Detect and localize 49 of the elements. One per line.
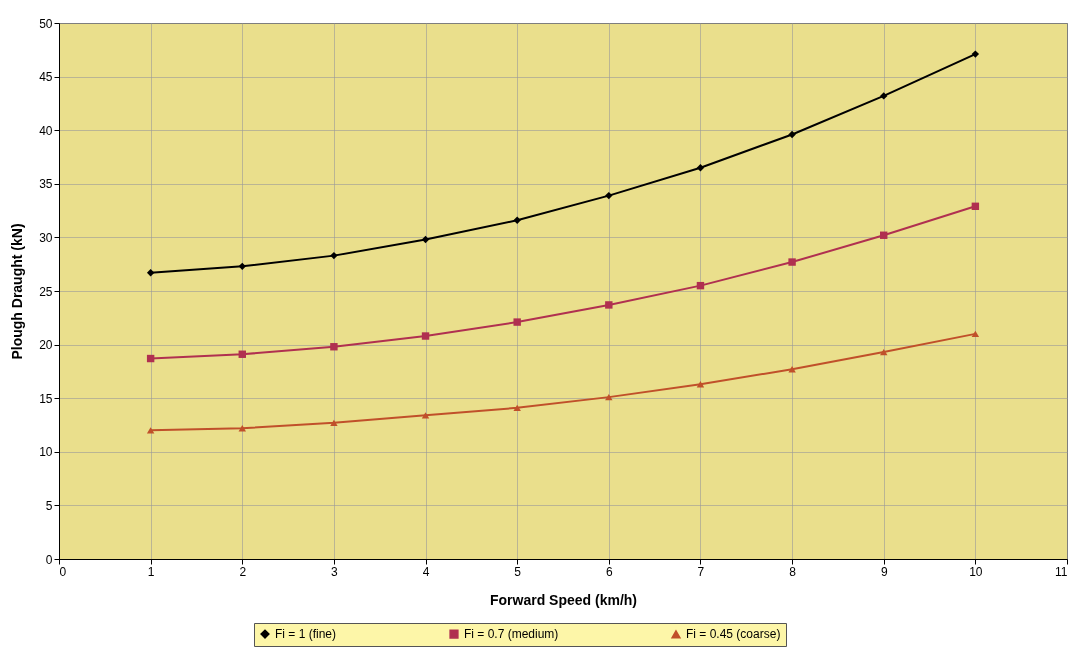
y-tick-label: 40: [39, 123, 53, 138]
x-tick-label: 10: [969, 564, 983, 579]
point: [513, 404, 521, 412]
x-tick-label: 7: [697, 564, 705, 579]
x-tick-label: 1: [147, 564, 155, 579]
y-tick-label: 50: [39, 16, 53, 31]
point: [513, 318, 521, 326]
x-tick-label: 9: [880, 564, 888, 579]
point: [971, 330, 980, 338]
y-tick-label: 15: [39, 391, 53, 406]
point: [421, 332, 430, 340]
y-tick-label: 30: [39, 230, 53, 245]
point: [421, 235, 430, 244]
x-tick-label: 3: [331, 564, 339, 579]
point: [880, 92, 888, 100]
point: [146, 269, 155, 277]
x-tick-label: 5: [514, 564, 522, 579]
point: [880, 348, 888, 356]
point: [146, 427, 155, 434]
point: [238, 262, 246, 271]
point: [605, 191, 613, 200]
legend-label: Fi = 0.7 (medium): [464, 627, 559, 642]
y-tick-label: 5: [45, 498, 53, 513]
x-tick-label: 2: [239, 564, 247, 579]
y-tick-label: 35: [39, 177, 53, 192]
legend-label: Fi = 1 (fine): [275, 627, 337, 642]
y-tick-label: 0: [45, 552, 53, 567]
x-tick-label: 4: [422, 564, 430, 579]
y-tick-label: 25: [39, 284, 53, 299]
x-tick-label: 11: [1055, 564, 1068, 579]
y-tick-label: 10: [39, 445, 53, 460]
y-axis-title: Plough Draught (kN): [9, 223, 26, 360]
point: [513, 216, 521, 224]
point: [696, 164, 705, 172]
point: [421, 412, 430, 419]
point: [971, 50, 980, 58]
legend-label: Fi = 0.45 (coarse): [686, 627, 781, 642]
x-tick-label: 0: [59, 564, 67, 579]
point: [330, 251, 338, 260]
x-axis-title: Forward Speed (km/h): [489, 591, 638, 608]
x-tick-label: 8: [789, 564, 797, 579]
point: [788, 258, 796, 266]
x-tick-label: 6: [605, 564, 613, 579]
point: [330, 419, 338, 427]
point: [605, 301, 613, 309]
y-tick-label: 45: [39, 70, 53, 85]
point: [330, 343, 338, 351]
y-tick-label: 20: [39, 338, 53, 353]
point: [788, 130, 796, 139]
